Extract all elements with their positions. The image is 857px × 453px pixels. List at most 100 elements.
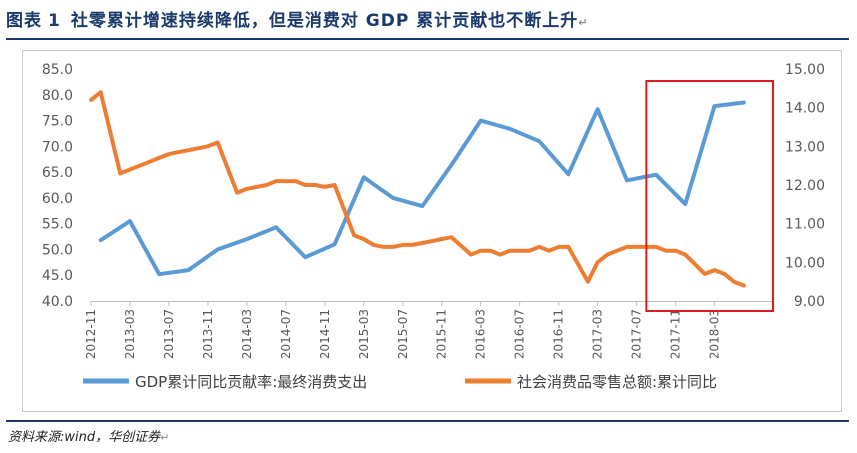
- retail-sales-point: [303, 183, 307, 187]
- gdp-contribution-point: [99, 238, 103, 242]
- left-axis-tick-label: 55.0: [42, 217, 73, 233]
- paragraph-mark: ↵: [160, 431, 170, 444]
- gdp-contribution-point: [683, 202, 687, 206]
- retail-sales-point: [206, 144, 210, 148]
- retail-sales-point: [732, 280, 736, 284]
- retail-sales-point: [420, 241, 424, 245]
- right-axis-tick-label: 10.00: [785, 255, 825, 271]
- retail-sales-point: [333, 183, 337, 187]
- source-rule: [6, 420, 849, 422]
- retail-sales-point: [430, 239, 434, 243]
- figure-title-text: 社零累计增速持续降低，但是消费对 GDP 累计贡献也不断上升: [70, 11, 579, 31]
- retail-sales-point: [479, 249, 483, 253]
- gdp-contribution-point: [625, 178, 629, 182]
- x-tick-label: 2018-03: [708, 309, 722, 359]
- retail-sales-point: [527, 249, 531, 253]
- x-tick-label: 2013-11: [201, 309, 215, 359]
- x-tick-label: 2017-11: [669, 309, 683, 359]
- retail-sales-point: [450, 235, 453, 239]
- retail-sales-point: [362, 237, 366, 241]
- retail-sales-point: [508, 249, 512, 253]
- x-tick-label: 2013-07: [162, 309, 176, 359]
- gdp-contribution-point: [596, 107, 600, 111]
- retail-sales-point: [635, 245, 639, 249]
- gdp-contribution-point: [537, 139, 541, 143]
- right-axis-tick-label: 14.00: [785, 101, 825, 117]
- x-tick-label: 2015-11: [435, 309, 449, 359]
- retail-sales-point: [255, 185, 259, 189]
- retail-sales-point: [713, 268, 716, 272]
- retail-sales-point: [440, 237, 444, 241]
- gdp-contribution-point: [566, 172, 570, 176]
- figure-title: 图表 1 社零累计增速持续降低，但是消费对 GDP 累计贡献也不断上升↵: [6, 8, 588, 34]
- gdp-contribution-point: [333, 242, 337, 246]
- retail-sales-point: [157, 156, 161, 160]
- retail-sales-point: [596, 260, 600, 264]
- retail-sales-point: [498, 253, 502, 257]
- gdp-contribution-point: [391, 196, 395, 200]
- gdp-contribution-point: [362, 175, 366, 179]
- retail-sales-point: [547, 249, 551, 253]
- retail-sales-point: [148, 160, 151, 164]
- gdp-contribution-point: [713, 104, 716, 108]
- retail-sales-point: [586, 280, 590, 284]
- left-axis-tick-label: 40.0: [42, 294, 73, 310]
- retail-sales-point: [167, 152, 171, 156]
- x-tick-label: 2014-03: [240, 309, 254, 359]
- retail-sales-point: [625, 245, 629, 249]
- left-axis-tick-label: 50.0: [42, 242, 73, 258]
- right-axis-tick-label: 12.00: [785, 178, 825, 194]
- x-tick-label: 2012-11: [84, 309, 98, 359]
- retail-sales-point: [323, 185, 327, 189]
- retail-sales-point: [566, 245, 570, 249]
- retail-sales-point: [703, 272, 707, 276]
- retail-sales-point: [99, 90, 103, 94]
- legend-label-gdp-contribution: GDP累计同比贡献率:最终消费支出: [135, 373, 367, 391]
- retail-sales-point: [196, 146, 200, 150]
- retail-sales-point: [722, 272, 726, 276]
- gdp-contribution-point: [450, 163, 453, 167]
- figure-number: 1: [48, 11, 61, 31]
- x-tick-label: 2013-03: [123, 309, 137, 359]
- gdp-contribution-point: [128, 219, 132, 223]
- retail-sales-point: [615, 249, 619, 253]
- left-axis-tick-label: 85.0: [42, 62, 73, 78]
- figure-label: 图表: [6, 11, 42, 31]
- gdp-contribution-point: [303, 255, 307, 259]
- right-axis-tick-label: 13.00: [785, 139, 825, 155]
- retail-sales-point: [518, 249, 522, 253]
- retail-sales-point: [235, 191, 239, 195]
- x-tick-label: 2016-07: [513, 309, 527, 359]
- paragraph-mark: ↵: [578, 16, 589, 29]
- gdp-contribution-point: [216, 247, 220, 251]
- x-tick-label: 2017-03: [591, 309, 605, 359]
- source-text: 资料来源:wind，华创证券: [8, 430, 161, 445]
- retail-sales-point: [654, 245, 658, 249]
- gdp-contribution-point: [186, 268, 190, 272]
- retail-sales-point: [294, 179, 298, 183]
- retail-sales-point: [391, 245, 395, 249]
- retail-sales-growth-line: [89, 90, 746, 288]
- retail-sales-point: [605, 253, 609, 257]
- retail-sales-point: [177, 150, 181, 154]
- retail-sales-point: [381, 245, 385, 249]
- source-note: 资料来源:wind，华创证券↵: [8, 426, 169, 445]
- gdp-contribution-point: [157, 272, 161, 276]
- retail-sales-point: [274, 179, 278, 183]
- retail-sales-point: [469, 253, 473, 257]
- x-tick-label: 2014-07: [279, 309, 293, 359]
- x-tick-label: 2016-03: [474, 309, 488, 359]
- x-tick-label: 2015-07: [396, 309, 410, 359]
- gdp-contribution-point: [274, 225, 278, 229]
- retail-sales-point: [89, 98, 93, 102]
- retail-sales-point: [216, 141, 220, 144]
- chart-frame: 2012-11 2013-03 2013-07 2013-11 2014-03 2014-…: [22, 50, 842, 412]
- retail-sales-point: [118, 171, 122, 175]
- legend-label-retail-sales: 社会消费品零售总额:累计同比: [517, 373, 717, 391]
- retail-sales-point: [245, 187, 249, 191]
- left-axis-tick-label: 70.0: [42, 139, 73, 155]
- retail-sales-point: [138, 164, 142, 168]
- right-axis-tick-label: 11.00: [785, 217, 825, 233]
- left-axis-tick-label: 60.0: [42, 191, 73, 207]
- retail-sales-point: [683, 253, 687, 257]
